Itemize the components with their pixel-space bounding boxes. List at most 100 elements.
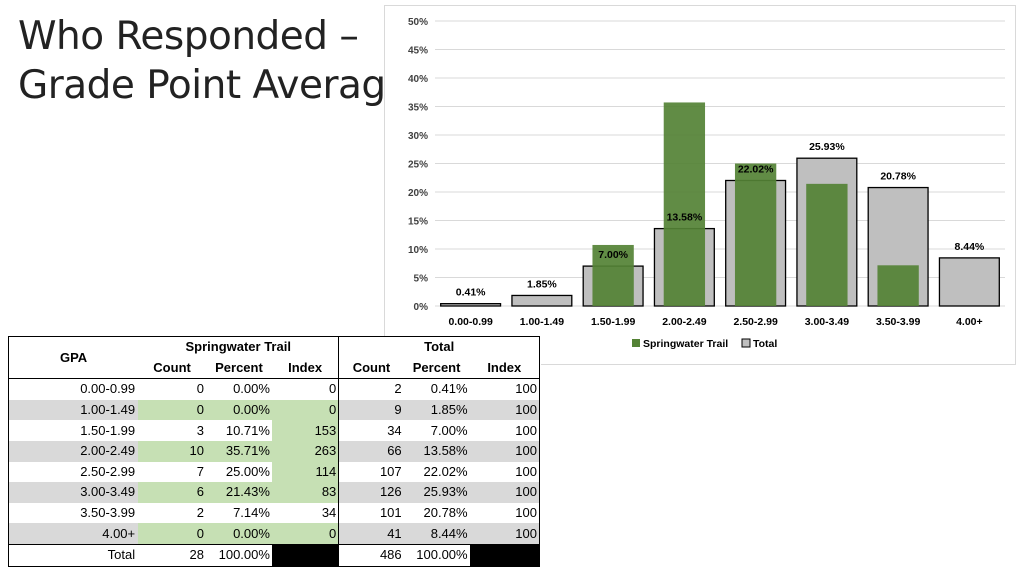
cell-t-pct: 8.44% (403, 523, 470, 545)
cell-sw-count: 3 (196, 422, 204, 438)
data-label: 20.78% (880, 171, 916, 183)
cell-t-index: 100 (469, 399, 540, 421)
total-sw-count: 28 (138, 543, 206, 567)
cell-t-count: 34 (338, 420, 404, 441)
bar-total (938, 257, 1000, 307)
cell-sw-count: 0 (196, 381, 204, 397)
y-tick-label: 5% (414, 274, 429, 285)
table-row: 1.00-1.49 0 0.00% 0 9 1.85% 100 (8, 399, 540, 421)
t-count-header: Count (338, 357, 404, 380)
sw-percent-header: Percent (206, 357, 272, 380)
title-line-2: Grade Point Average (18, 63, 410, 108)
x-tick-label: 4.00+ (956, 316, 983, 328)
total-group-header: Total (338, 336, 540, 358)
cell-gpa: 2.50-2.99 (80, 463, 136, 479)
gpa-table-container: GPA Springwater Trail Total Count Percen… (8, 336, 541, 568)
gpa-header: GPA (8, 336, 139, 380)
x-tick-label: 2.50-2.99 (733, 316, 778, 328)
cell-t-count: 9 (338, 399, 404, 421)
legend-label-springwater: Springwater Trail (643, 338, 728, 350)
data-label: 13.58% (667, 212, 703, 224)
sw-count-header: Count (138, 357, 206, 380)
table-row: 0.00-0.99 0 0.00% 0 2 0.41% 100 (9, 378, 540, 400)
cell-t-pct: 7.00% (430, 422, 468, 438)
cell-t-pct: 22.02% (423, 463, 468, 479)
cell-t-count: 107 (338, 461, 404, 483)
springwater-group-header: Springwater Trail (185, 339, 291, 355)
bar-springwater (592, 244, 634, 306)
blank-cell (469, 543, 540, 567)
cell-sw-index: 83 (271, 482, 339, 503)
cell-sw-pct: 21.43% (206, 482, 272, 503)
cell-sw-index: 0 (271, 399, 339, 421)
total-t-pct: 100.00% (403, 543, 470, 567)
data-label: 22.02% (738, 163, 774, 175)
blank-cell (271, 543, 339, 567)
cell-sw-count: 0 (138, 399, 206, 421)
x-tick-label: 2.00-2.49 (662, 316, 707, 328)
title-line-1: Who Responded – (18, 14, 359, 59)
y-tick-label: 10% (408, 245, 428, 256)
total-t-count: 486 (338, 543, 404, 567)
table-row: 2.00-2.49 10 35.71% 263 66 13.58% 100 (8, 440, 540, 462)
legend-swatch-total (741, 338, 751, 348)
cell-t-count: 126 (338, 482, 404, 503)
x-tick-label: 3.50-3.99 (876, 316, 921, 328)
cell-t-count: 101 (338, 502, 404, 524)
total-label: Total (8, 543, 139, 567)
cell-t-index: 100 (515, 381, 537, 397)
cell-t-index: 100 (469, 440, 540, 462)
cell-t-pct: 0.41% (430, 381, 468, 397)
cell-sw-pct: 10.71% (225, 422, 270, 438)
x-tick-label: 1.50-1.99 (591, 316, 636, 328)
cell-sw-pct: 0.00% (233, 381, 270, 397)
cell-t-index: 100 (515, 422, 537, 438)
cell-sw-index: 114 (271, 461, 339, 483)
gpa-table: GPA Springwater Trail Total Count Percen… (8, 336, 540, 567)
table-row: 2.50-2.99 7 25.00% 114 107 22.02% 100 (9, 461, 540, 483)
data-label: 0.41% (456, 287, 486, 299)
cell-gpa: 3.50-3.99 (80, 505, 136, 521)
cell-t-index: 100 (515, 505, 537, 521)
table-row: 1.50-1.99 3 10.71% 153 34 7.00% 100 (9, 420, 540, 441)
cell-t-count: 66 (338, 440, 404, 462)
x-tick-label: 1.00-1.49 (520, 316, 565, 328)
sw-index-header: Index (271, 357, 339, 380)
cell-sw-count: 6 (138, 482, 206, 503)
total-sw-pct: 100.00% (206, 543, 272, 567)
cell-sw-pct: 25.00% (225, 463, 270, 479)
bar-springwater (663, 102, 706, 306)
cell-sw-index: 263 (271, 440, 339, 462)
cell-gpa: 4.00+ (8, 523, 139, 545)
table-row: 3.50-3.99 2 7.14% 34 101 20.78% 100 (9, 502, 540, 524)
table-row: 3.00-3.49 6 21.43% 83 126 25.93% 100 (8, 482, 540, 503)
t-index-header: Index (469, 357, 540, 380)
t-percent-header: Percent (403, 357, 470, 380)
bar-total (440, 303, 502, 307)
y-tick-label: 25% (408, 160, 428, 171)
y-tick-label: 35% (408, 103, 428, 114)
legend-swatch-springwater (632, 339, 640, 347)
data-label: 8.44% (954, 241, 984, 253)
cell-t-pct: 25.93% (403, 482, 470, 503)
cell-gpa: 2.00-2.49 (8, 440, 139, 462)
y-tick-label: 30% (408, 131, 428, 142)
cell-sw-index: 34 (321, 505, 337, 521)
chart-canvas: 0% 5% 10% 15% 20% 25% 30% 35% 40% 45% 50% 0.41% 0.00… (385, 6, 1015, 364)
y-tick-label: 45% (408, 46, 428, 57)
y-tick-label: 15% (408, 217, 428, 228)
x-tick-label: 3.00-3.49 (805, 316, 850, 328)
chart-svg: 0% 5% 10% 15% 20% 25% 30% 35% 40% 45% 50% 0.41% 0.00… (408, 17, 1005, 350)
cell-gpa: 0.00-0.99 (80, 381, 136, 397)
y-tick-label: 40% (408, 74, 428, 85)
table-row: 4.00+ 0 0.00% 0 41 8.44% 100 (8, 523, 540, 545)
y-tick-label: 50% (408, 17, 428, 28)
cell-sw-count: 10 (138, 440, 206, 462)
cell-t-index: 100 (515, 463, 537, 479)
cell-t-pct: 1.85% (403, 399, 470, 421)
cell-sw-pct: 0.00% (206, 399, 272, 421)
slide-title: Who Responded – Grade Point Average (18, 12, 410, 110)
data-label: 1.85% (527, 278, 557, 290)
cell-t-count: 2 (338, 378, 404, 400)
cell-t-pct: 13.58% (403, 440, 470, 462)
